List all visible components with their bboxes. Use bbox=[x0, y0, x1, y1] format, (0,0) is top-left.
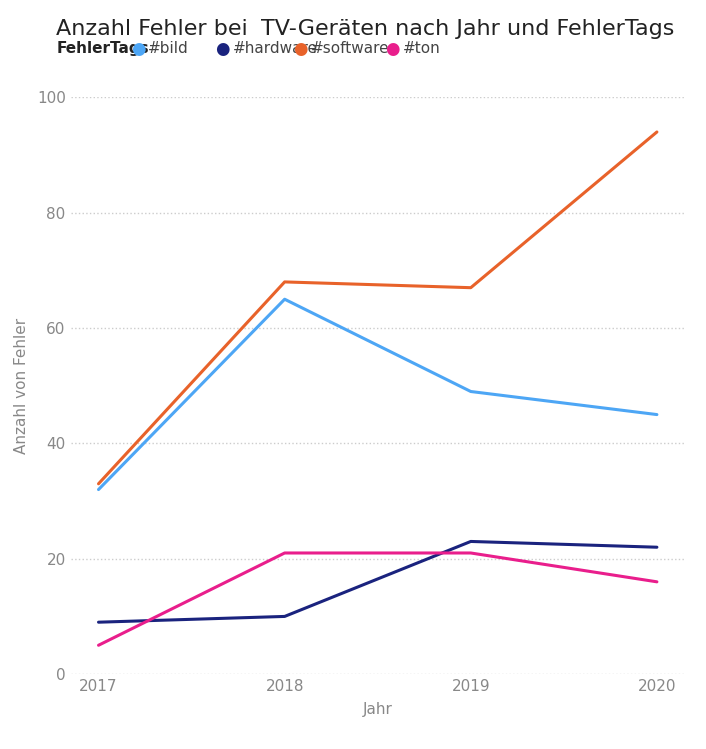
Y-axis label: Anzahl von Fehler: Anzahl von Fehler bbox=[13, 318, 28, 454]
Text: #ton: #ton bbox=[402, 41, 440, 56]
Text: ●: ● bbox=[385, 40, 400, 58]
Text: ●: ● bbox=[293, 40, 308, 58]
X-axis label: Jahr: Jahr bbox=[363, 703, 393, 718]
Text: #bild: #bild bbox=[148, 41, 189, 56]
Text: #software: #software bbox=[311, 41, 389, 56]
Text: TV-Geräten nach Jahr und FehlerTags: TV-Geräten nach Jahr und FehlerTags bbox=[261, 19, 675, 39]
Text: Anzahl Fehler bei: Anzahl Fehler bei bbox=[56, 19, 249, 39]
Text: ●: ● bbox=[215, 40, 230, 58]
Text: #hardware: #hardware bbox=[233, 41, 318, 56]
Text: ●: ● bbox=[131, 40, 145, 58]
Text: FehlerTags: FehlerTags bbox=[56, 41, 149, 56]
